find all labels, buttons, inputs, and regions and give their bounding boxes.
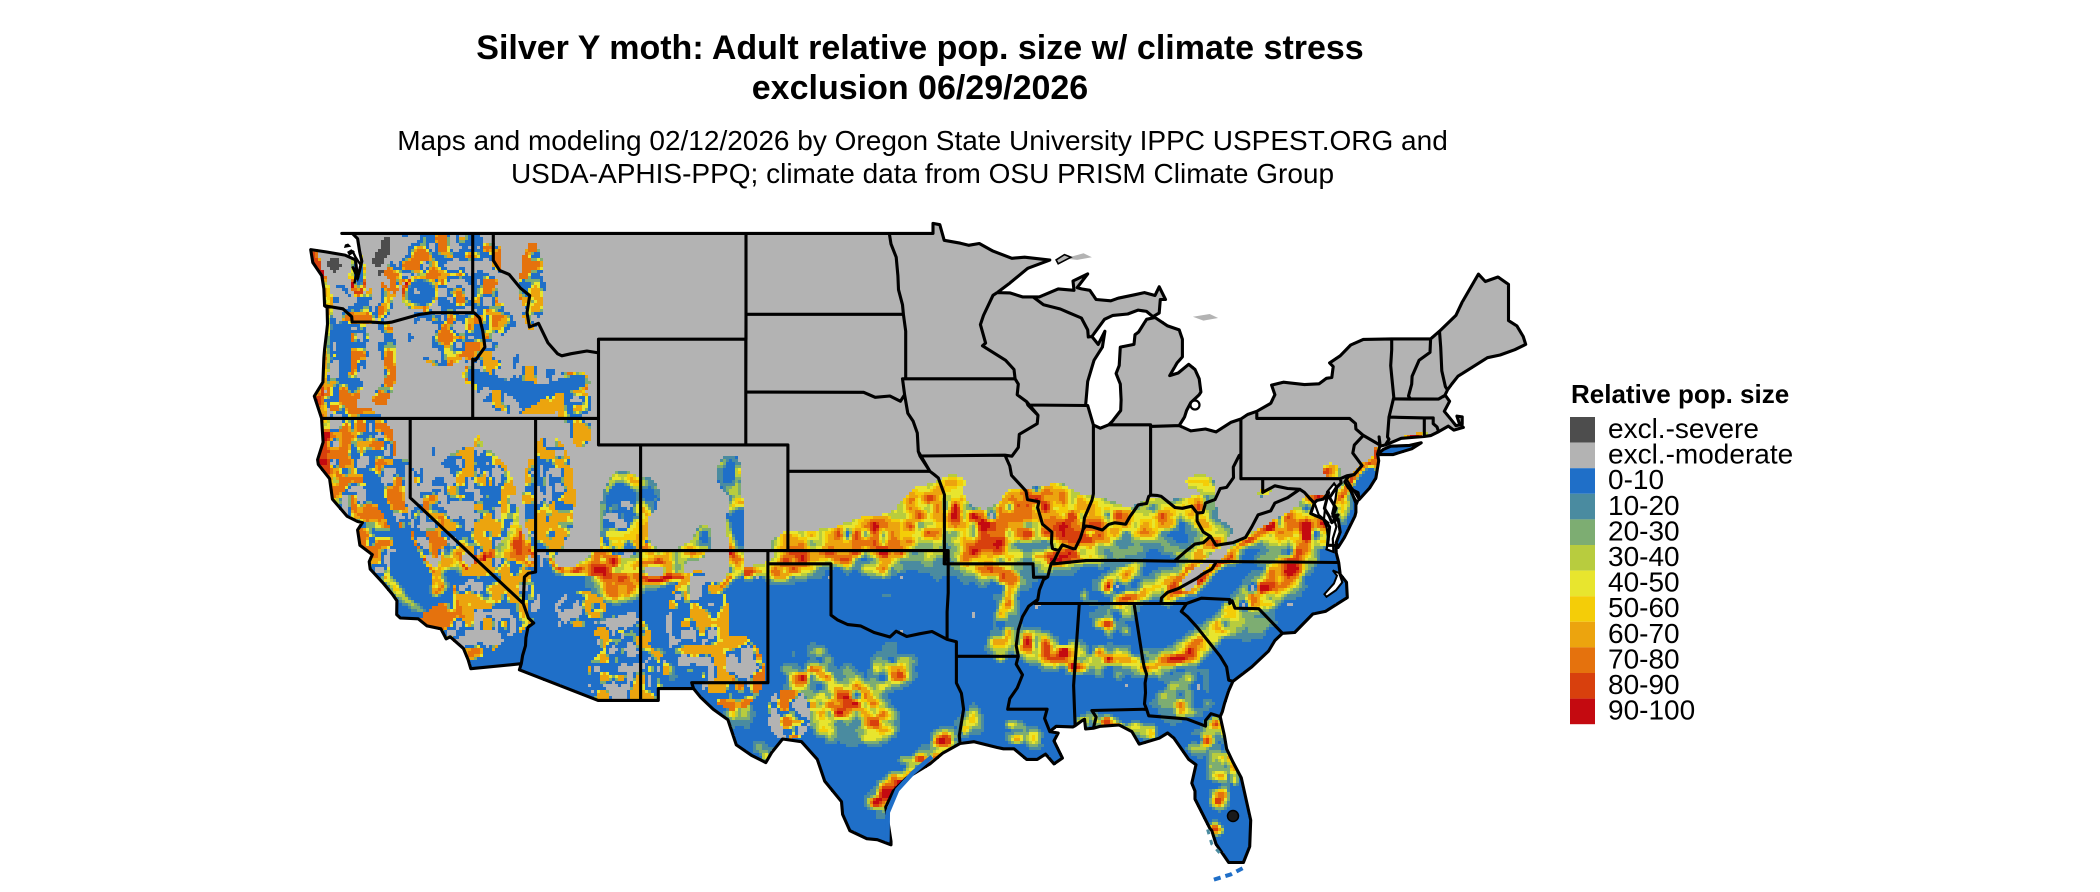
svg-text:Relative pop. size: Relative pop. size — [1571, 379, 1789, 409]
svg-text:0-10: 0-10 — [1608, 464, 1664, 495]
svg-text:20-30: 20-30 — [1608, 515, 1680, 546]
svg-text:40-50: 40-50 — [1608, 567, 1680, 598]
svg-text:50-60: 50-60 — [1608, 592, 1680, 623]
svg-text:60-70: 60-70 — [1608, 618, 1680, 649]
svg-text:excl.-moderate: excl.-moderate — [1608, 439, 1793, 470]
svg-text:70-80: 70-80 — [1608, 643, 1680, 674]
svg-text:30-40: 30-40 — [1608, 541, 1680, 572]
svg-text:80-90: 80-90 — [1608, 669, 1680, 700]
svg-text:90-100: 90-100 — [1608, 695, 1695, 726]
svg-text:10-20: 10-20 — [1608, 490, 1680, 521]
svg-text:excl.-severe: excl.-severe — [1608, 413, 1759, 444]
